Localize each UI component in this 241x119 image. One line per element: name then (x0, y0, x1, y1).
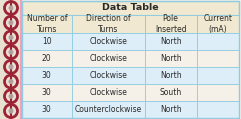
Bar (72, 50, 145, 67)
Bar (22, 50, 72, 67)
Bar (145, 33, 197, 50)
Bar (197, 33, 239, 50)
Bar (72, 84, 145, 101)
Bar (22, 33, 72, 50)
Text: Counterclockwise: Counterclockwise (74, 105, 142, 114)
Text: North: North (160, 37, 181, 46)
Circle shape (8, 94, 13, 99)
Bar (22, 84, 72, 101)
Bar (0, 0, 22, 119)
Circle shape (8, 79, 13, 84)
Bar (22, 15, 72, 33)
Bar (145, 67, 197, 84)
Bar (197, 84, 239, 101)
Bar (72, 15, 145, 33)
Circle shape (8, 20, 13, 25)
Text: Number of
Turns: Number of Turns (27, 14, 67, 34)
Text: 30: 30 (42, 71, 52, 80)
Bar (197, 67, 239, 84)
Bar (145, 84, 197, 101)
Text: Clockwise: Clockwise (89, 37, 127, 46)
Bar (22, 101, 72, 118)
Circle shape (8, 35, 13, 40)
Text: Clockwise: Clockwise (89, 54, 127, 63)
Text: North: North (160, 105, 181, 114)
Text: North: North (160, 71, 181, 80)
Text: South: South (160, 88, 182, 97)
Bar (72, 67, 145, 84)
Bar (22, 67, 72, 84)
Bar (145, 101, 197, 118)
Circle shape (8, 5, 13, 10)
Text: Current
(mA): Current (mA) (203, 14, 232, 34)
Text: 30: 30 (42, 88, 52, 97)
Bar (22, 1, 239, 15)
Bar (145, 50, 197, 67)
Text: 10: 10 (42, 37, 52, 46)
Bar (197, 101, 239, 118)
Text: Pole
Inserted: Pole Inserted (155, 14, 186, 34)
Text: 30: 30 (42, 105, 52, 114)
Bar (197, 50, 239, 67)
Circle shape (8, 50, 13, 55)
Text: Clockwise: Clockwise (89, 88, 127, 97)
Text: Clockwise: Clockwise (89, 71, 127, 80)
Bar (197, 15, 239, 33)
Circle shape (8, 64, 13, 69)
Text: 20: 20 (42, 54, 52, 63)
Text: North: North (160, 54, 181, 63)
Circle shape (8, 109, 13, 114)
Bar (72, 101, 145, 118)
Text: Direction of
Turns: Direction of Turns (86, 14, 130, 34)
Bar (72, 33, 145, 50)
Text: Data Table: Data Table (102, 3, 159, 12)
Bar (145, 15, 197, 33)
